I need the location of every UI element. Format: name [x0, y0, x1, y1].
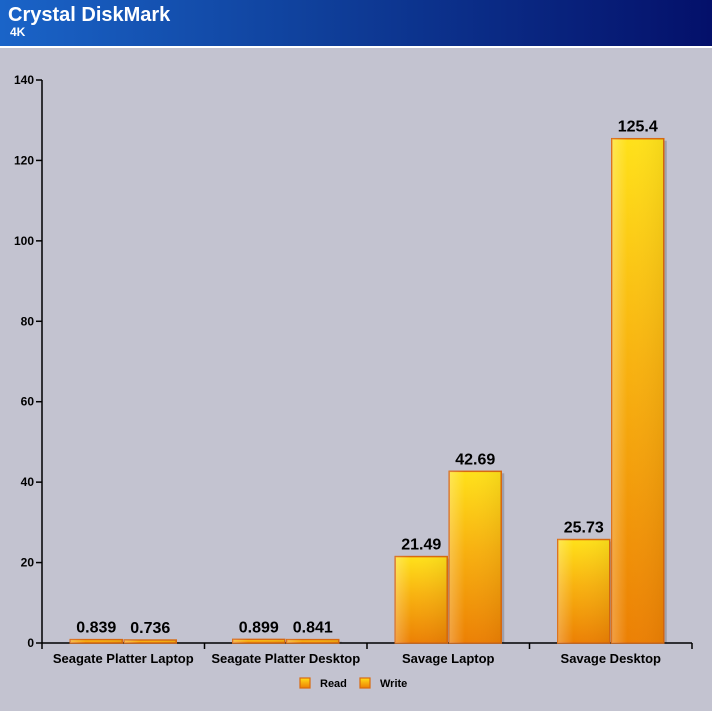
- legend-swatch-write: [359, 677, 371, 689]
- y-tick-label: 20: [21, 556, 35, 570]
- bar-sheen: [557, 539, 610, 643]
- chart-header: Crystal DiskMark 4K: [0, 0, 712, 48]
- data-label: 0.736: [130, 620, 170, 637]
- bar-sheen: [232, 639, 285, 643]
- data-label: 125.4: [618, 119, 658, 136]
- bar-sheen: [70, 639, 123, 643]
- y-tick-label: 40: [21, 475, 35, 489]
- data-label: 0.899: [239, 619, 279, 636]
- labels: Seagate Platter Laptop Seagate Platter De…: [53, 119, 661, 666]
- legend-label-read: Read: [320, 678, 347, 690]
- y-tick-label: 140: [14, 73, 34, 87]
- y-tick-label: 0: [27, 636, 34, 650]
- y-tick-label: 60: [21, 395, 35, 409]
- bars: [69, 137, 667, 644]
- legend-label-write: Write: [380, 678, 407, 690]
- category-label: Savage Desktop: [561, 651, 661, 666]
- legend: Read Write: [299, 677, 407, 690]
- chart-subtitle: 4K: [10, 25, 26, 39]
- y-tick-label: 80: [21, 314, 35, 328]
- data-label: 21.49: [401, 537, 441, 554]
- data-label: 0.839: [76, 620, 116, 637]
- y-tick-label: 100: [14, 234, 34, 248]
- category-label: Seagate Platter Desktop: [211, 651, 360, 666]
- legend-swatch-read: [299, 677, 311, 689]
- chart-title: Crystal DiskMark: [8, 4, 171, 26]
- bar-sheen: [611, 138, 664, 643]
- data-label: 42.69: [455, 451, 495, 468]
- category-label: Seagate Platter Laptop: [53, 651, 194, 666]
- y-tick-label: 120: [14, 153, 34, 167]
- bar-sheen: [449, 471, 502, 643]
- bar-sheen: [395, 556, 448, 643]
- category-label: Savage Laptop: [402, 651, 495, 666]
- bar-sheen: [124, 640, 177, 643]
- data-label: 25.73: [564, 520, 604, 537]
- data-label: 0.841: [293, 620, 333, 637]
- bar-sheen: [286, 639, 339, 643]
